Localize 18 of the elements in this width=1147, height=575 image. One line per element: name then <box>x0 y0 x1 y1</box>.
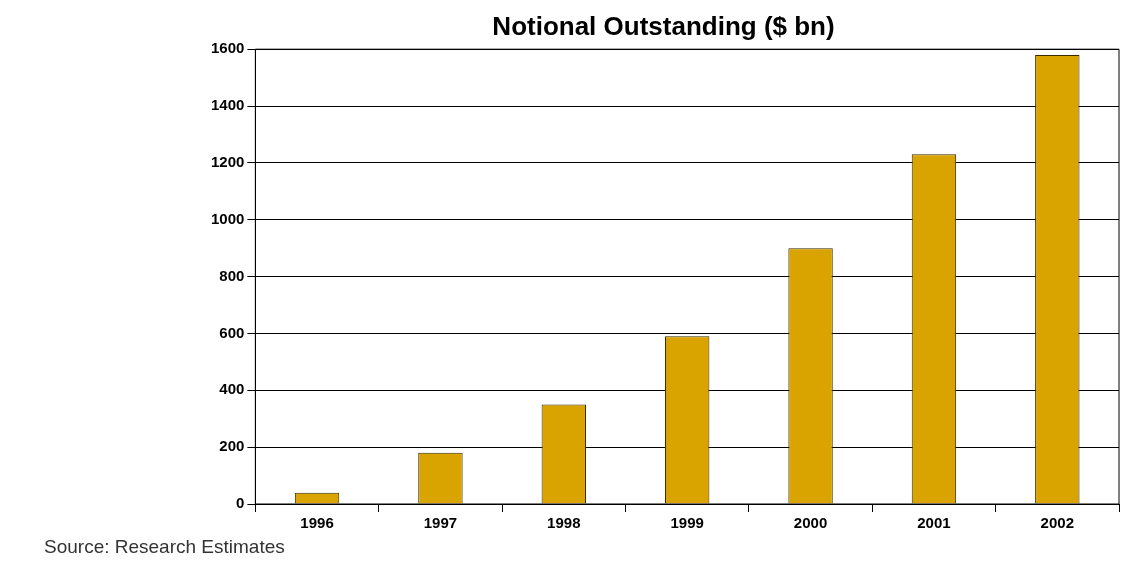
source-note: Source: Research Estimates <box>44 536 286 558</box>
y-tick-label: 600 <box>219 323 245 341</box>
y-tick-label: 1600 <box>210 39 245 57</box>
x-tick-label: 1999 <box>670 514 704 532</box>
x-tick-label: 1996 <box>300 514 334 532</box>
y-tick-label: 1200 <box>210 153 245 171</box>
y-tick-label: 800 <box>219 266 245 284</box>
x-tick-label: 2002 <box>1040 514 1074 532</box>
y-tick-label: 0 <box>236 494 245 512</box>
y-tick-label: 1400 <box>210 96 245 114</box>
chart-title: Notional Outstanding ($ bn) <box>492 10 835 41</box>
x-tick-label: 2000 <box>793 514 828 532</box>
x-tick-label: 1998 <box>547 514 581 532</box>
y-tick-label: 200 <box>219 437 245 455</box>
y-tick-label: 1000 <box>210 209 245 227</box>
y-tick-label: 400 <box>219 380 245 398</box>
x-tick-label: 1997 <box>423 514 458 532</box>
x-tick-label: 2001 <box>917 514 951 532</box>
